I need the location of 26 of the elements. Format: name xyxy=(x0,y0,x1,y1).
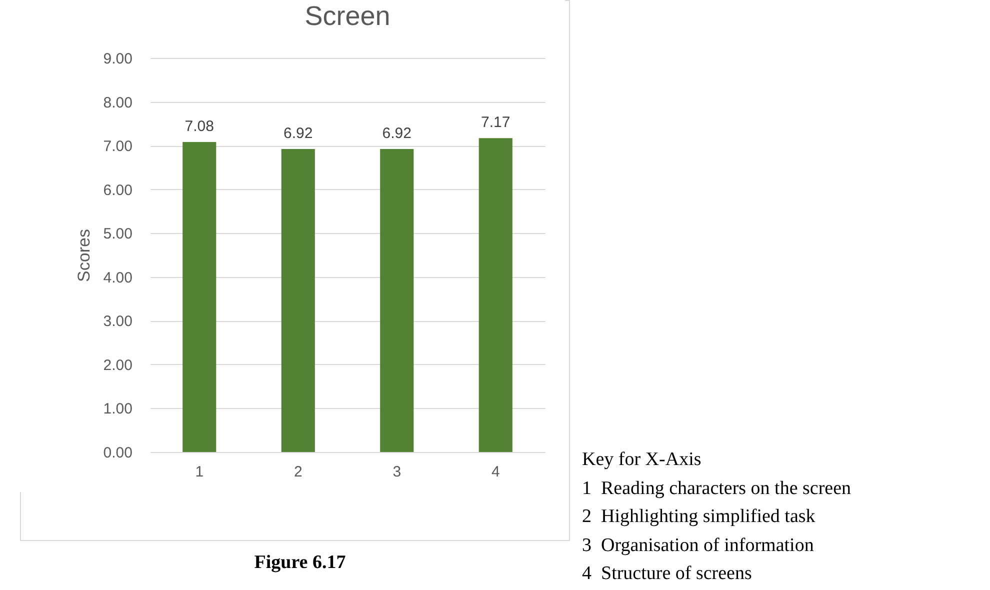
chart-title: Screen xyxy=(304,1,390,31)
y-tick-label: 0.00 xyxy=(103,444,132,462)
y-tick-label: 5.00 xyxy=(103,226,132,243)
y-tick-label: 9.00 xyxy=(103,50,132,68)
text: 2 Highlighting simplified task xyxy=(582,506,816,528)
y-tick-label: 8.00 xyxy=(103,94,132,112)
y-tick-label: 3.00 xyxy=(103,313,132,330)
y-tick-label: 6.00 xyxy=(103,182,132,199)
x-tick-label: 2 xyxy=(294,464,302,480)
caption: Figure 6.17 xyxy=(253,552,347,574)
y-tick-label: 2.00 xyxy=(103,356,132,374)
text: 4 Structure of screens xyxy=(582,563,752,585)
data-label: 7.08 xyxy=(184,118,214,136)
text: 1 Reading characters on the screen xyxy=(582,478,852,500)
y-tick-label: 7.00 xyxy=(103,138,132,156)
x-tick-label: 1 xyxy=(195,464,204,480)
text: Key for X-Axis xyxy=(582,449,702,471)
text: 3 Organisation of information xyxy=(582,534,814,556)
data-label: 6.92 xyxy=(284,125,313,142)
x-tick-label: 4 xyxy=(491,464,500,480)
y-tick-label: 4.00 xyxy=(103,269,132,286)
data-label: 6.92 xyxy=(382,125,412,142)
y-axis-title: Scores xyxy=(74,229,94,282)
data-label: 7.17 xyxy=(481,114,510,132)
x-tick-label: 3 xyxy=(392,464,402,480)
y-tick-label: 1.00 xyxy=(103,400,132,418)
